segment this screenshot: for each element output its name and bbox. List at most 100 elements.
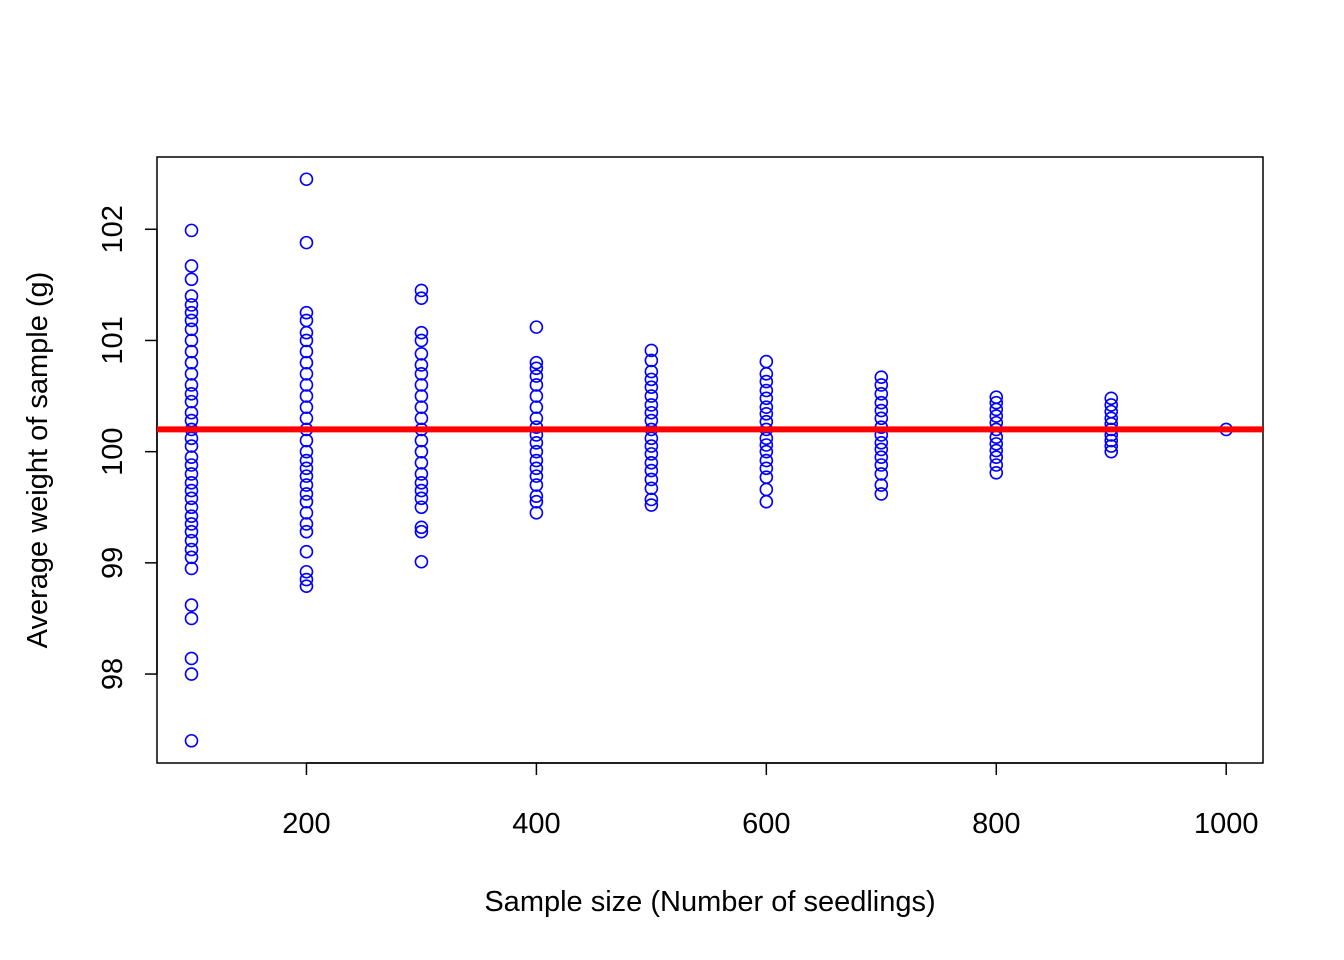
data-point bbox=[874, 387, 889, 401]
data-point bbox=[759, 391, 774, 406]
data-point bbox=[184, 458, 199, 472]
data-point bbox=[184, 651, 199, 666]
data-point bbox=[529, 461, 544, 476]
data-point bbox=[184, 483, 199, 498]
data-point bbox=[759, 482, 774, 497]
x-axis-title: Sample size (Number of seedlings) bbox=[484, 886, 935, 918]
data-point bbox=[184, 533, 199, 548]
data-point bbox=[299, 453, 314, 468]
data-point bbox=[184, 333, 199, 348]
data-point bbox=[184, 517, 199, 531]
data-point bbox=[644, 472, 659, 487]
data-point bbox=[759, 453, 774, 468]
data-point bbox=[644, 447, 659, 461]
data-point bbox=[299, 313, 314, 328]
data-point bbox=[529, 453, 544, 468]
data-point bbox=[184, 500, 199, 515]
data-point bbox=[1104, 411, 1119, 426]
data-point bbox=[184, 405, 199, 420]
data-point bbox=[874, 403, 889, 418]
data-point bbox=[874, 411, 889, 426]
data-point bbox=[184, 524, 199, 539]
data-point bbox=[184, 378, 199, 392]
data-point bbox=[874, 370, 889, 384]
data-point bbox=[414, 283, 429, 298]
data-point bbox=[644, 380, 659, 394]
x-tick-label: 800 bbox=[972, 808, 1020, 840]
data-point bbox=[759, 367, 774, 381]
data-point bbox=[299, 564, 314, 579]
data-point bbox=[299, 400, 314, 414]
data-point bbox=[414, 483, 429, 498]
data-point bbox=[874, 458, 889, 472]
data-point bbox=[529, 411, 544, 426]
data-point bbox=[414, 411, 429, 426]
data-point bbox=[184, 467, 199, 481]
y-tick-label: 102 bbox=[97, 205, 129, 253]
data-point bbox=[1104, 439, 1119, 453]
data-point bbox=[414, 291, 429, 306]
data-point bbox=[184, 367, 199, 381]
data-point bbox=[414, 333, 429, 348]
data-point bbox=[299, 544, 314, 559]
data-point bbox=[989, 465, 1004, 480]
data-point bbox=[299, 389, 314, 403]
data-point bbox=[184, 733, 199, 748]
data-point bbox=[184, 272, 199, 287]
y-tick-label: 100 bbox=[97, 427, 129, 475]
data-point bbox=[644, 463, 659, 478]
data-point bbox=[644, 398, 659, 412]
data-point bbox=[529, 494, 544, 509]
data-point bbox=[184, 289, 199, 303]
data-point bbox=[529, 400, 544, 414]
y-tick-label: 98 bbox=[97, 658, 129, 690]
data-point bbox=[874, 478, 889, 492]
data-point bbox=[759, 461, 774, 476]
data-point bbox=[759, 438, 774, 452]
data-point bbox=[759, 354, 774, 369]
data-point bbox=[529, 469, 544, 483]
data-point bbox=[414, 358, 429, 372]
data-point bbox=[414, 491, 429, 506]
data-point bbox=[414, 554, 429, 569]
data-point bbox=[874, 467, 889, 481]
data-point bbox=[299, 305, 314, 320]
data-point bbox=[759, 470, 774, 485]
data-point bbox=[874, 378, 889, 392]
data-point bbox=[529, 444, 544, 459]
data-point bbox=[299, 333, 314, 348]
data-point bbox=[299, 506, 314, 520]
data-point bbox=[644, 405, 659, 420]
data-point bbox=[184, 611, 199, 626]
data-point bbox=[529, 389, 544, 403]
data-point bbox=[989, 390, 1004, 404]
data-point bbox=[414, 389, 429, 403]
data-point bbox=[644, 372, 659, 387]
data-point bbox=[299, 325, 314, 340]
data-point bbox=[1104, 444, 1119, 459]
data-point bbox=[299, 572, 314, 587]
data-point bbox=[529, 489, 544, 503]
data-point bbox=[874, 450, 889, 465]
data-point bbox=[874, 487, 889, 501]
data-point bbox=[184, 344, 199, 359]
data-point bbox=[644, 481, 659, 496]
data-point bbox=[184, 259, 199, 273]
data-point bbox=[989, 409, 1004, 423]
data-point bbox=[299, 411, 314, 426]
x-tick-label: 1000 bbox=[1194, 808, 1259, 840]
data-point bbox=[184, 355, 199, 370]
data-point bbox=[874, 395, 889, 410]
data-point bbox=[989, 437, 1004, 451]
data-point bbox=[299, 344, 314, 359]
data-point bbox=[874, 442, 889, 457]
data-point bbox=[529, 369, 544, 383]
data-point bbox=[644, 498, 659, 512]
data-point bbox=[1104, 433, 1119, 448]
data-point bbox=[299, 378, 314, 392]
data-point bbox=[414, 378, 429, 392]
data-point bbox=[414, 400, 429, 414]
y-axis-title: Average weight of sample (g) bbox=[22, 272, 54, 649]
x-tick-label: 200 bbox=[282, 808, 330, 840]
data-point bbox=[529, 378, 544, 392]
